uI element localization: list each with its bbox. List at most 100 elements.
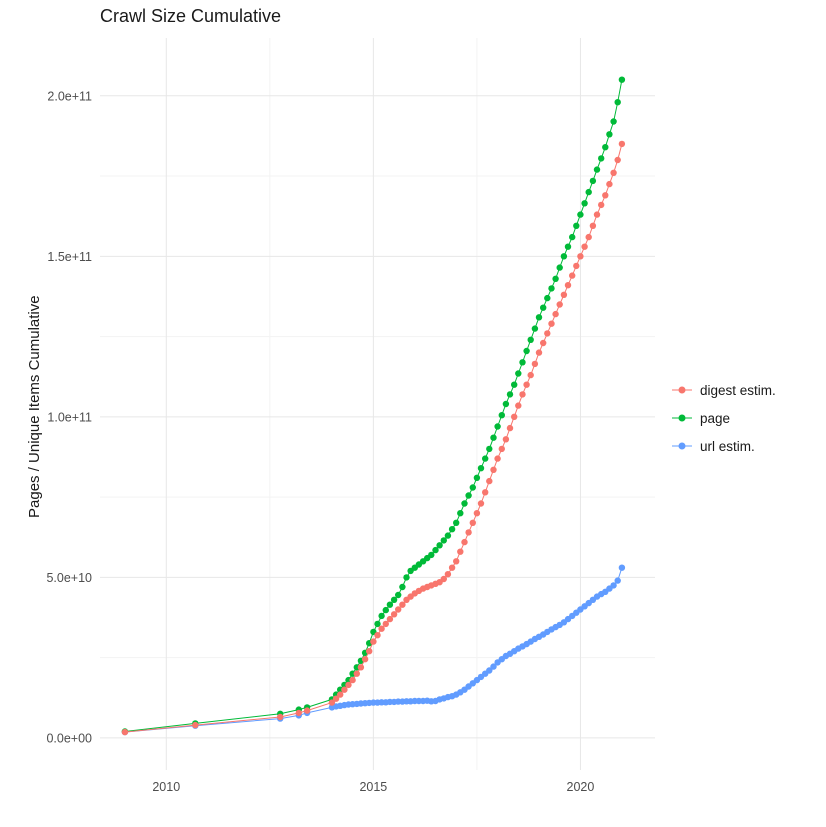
- data-point: [361, 656, 369, 663]
- data-point: [614, 156, 621, 164]
- data-point: [386, 615, 394, 623]
- data-point: [511, 413, 518, 420]
- data-point: [527, 371, 534, 379]
- data-point: [519, 391, 526, 398]
- data-point: [506, 391, 514, 398]
- series-url: [121, 564, 626, 736]
- data-point: [390, 611, 398, 618]
- data-point: [498, 412, 505, 419]
- data-point: [473, 510, 481, 517]
- legend-key-icon: [672, 386, 692, 394]
- data-point: [345, 681, 352, 689]
- x-tick-label: 2010: [152, 780, 180, 794]
- data-point: [589, 222, 597, 229]
- data-point: [610, 118, 617, 125]
- y-tick-label: 0.0e+00: [46, 731, 92, 745]
- data-point: [469, 484, 476, 491]
- data-point: [382, 606, 389, 614]
- data-point: [544, 294, 551, 302]
- data-point: [490, 466, 497, 473]
- data-point: [399, 583, 406, 591]
- data-point: [494, 423, 501, 430]
- data-point: [395, 591, 402, 599]
- data-point: [564, 243, 572, 250]
- data-point: [502, 400, 510, 408]
- data-point: [440, 575, 447, 583]
- legend-item-url: url estim.: [670, 438, 776, 454]
- gridlines-minor: [100, 38, 655, 770]
- data-point: [457, 548, 464, 555]
- data-point: [469, 519, 476, 526]
- data-point: [453, 519, 460, 526]
- data-point: [618, 140, 626, 148]
- data-point: [374, 632, 381, 639]
- legend-item-digest: digest estim.: [670, 382, 776, 398]
- data-point: [486, 445, 493, 453]
- data-point: [598, 201, 605, 209]
- data-point: [382, 620, 389, 628]
- data-point: [593, 166, 601, 173]
- data-point: [490, 663, 497, 670]
- data-point: [436, 542, 443, 549]
- data-point: [589, 177, 597, 185]
- data-point: [573, 222, 580, 229]
- data-point: [610, 582, 617, 589]
- data-point: [564, 282, 572, 289]
- y-tick-label: 1.5e+11: [47, 250, 92, 264]
- data-point: [303, 707, 311, 714]
- chart-title: Crawl Size Cumulative: [100, 6, 282, 26]
- gridlines-major: [100, 38, 655, 770]
- data-point: [585, 233, 592, 241]
- data-point: [502, 436, 510, 443]
- data-point: [614, 99, 621, 106]
- data-point: [606, 180, 613, 188]
- data-point: [552, 310, 559, 318]
- data-point: [465, 529, 472, 536]
- data-point: [390, 596, 398, 603]
- x-tick-label: 2015: [359, 780, 387, 794]
- legend-label: digest estim.: [700, 382, 776, 398]
- legend-key-icon: [672, 414, 692, 422]
- data-point: [378, 625, 385, 632]
- data-point: [477, 500, 485, 507]
- data-point: [540, 304, 547, 311]
- data-point: [593, 211, 601, 218]
- data-point: [523, 347, 530, 355]
- data-point: [486, 667, 493, 674]
- legend-key-dot: [678, 414, 686, 422]
- data-point: [461, 538, 468, 546]
- data-point: [498, 445, 505, 453]
- data-point: [277, 713, 284, 721]
- data-point: [341, 686, 348, 693]
- data-point: [519, 359, 526, 366]
- data-point: [585, 188, 592, 196]
- data-point: [486, 477, 493, 485]
- data-point: [337, 691, 344, 698]
- data-point: [477, 465, 485, 472]
- data-point: [328, 699, 336, 706]
- legend-key-dot: [678, 442, 686, 450]
- data-point: [482, 489, 489, 496]
- data-point: [560, 291, 568, 298]
- data-point: [548, 285, 555, 292]
- data-point: [399, 601, 406, 608]
- legend-label: url estim.: [700, 438, 755, 454]
- data-point: [523, 381, 530, 388]
- data-point: [506, 424, 514, 432]
- data-point: [556, 301, 563, 308]
- data-point: [378, 612, 385, 620]
- legend-key-dot: [678, 386, 686, 394]
- x-axis-tick-labels: 2010 2015 2020: [152, 780, 594, 794]
- data-point: [357, 664, 365, 671]
- data-point: [353, 670, 360, 677]
- data-point: [606, 131, 613, 138]
- data-point: [515, 402, 522, 409]
- data-point: [602, 192, 609, 199]
- data-point: [531, 360, 539, 368]
- data-point: [386, 601, 394, 608]
- data-point: [540, 339, 547, 347]
- data-point: [560, 253, 568, 260]
- data-point: [581, 243, 588, 250]
- y-axis-tick-labels: 0.0e+00 5.0e+10 1.0e+11 1.5e+11 2.0e+11: [46, 89, 92, 745]
